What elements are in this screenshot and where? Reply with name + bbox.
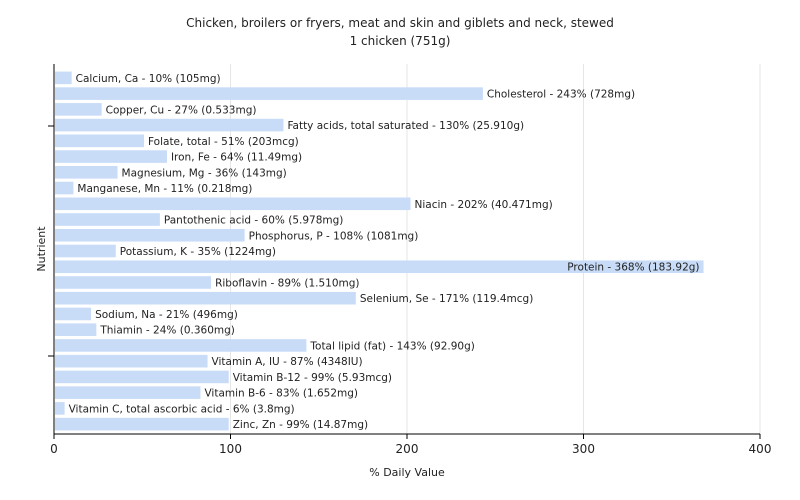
bar	[55, 228, 245, 242]
bar-label: Vitamin B-6 - 83% (1.652mg)	[204, 388, 358, 400]
bar-label: Zinc, Zn - 99% (14.87mg)	[233, 419, 368, 431]
bar	[55, 166, 118, 179]
bar-label: Iron, Fe - 64% (11.49mg)	[171, 152, 302, 164]
x-ticks: 0 100 200 300 400	[50, 434, 771, 456]
bar	[55, 386, 201, 399]
bar	[55, 134, 145, 148]
x-tick-label: 400	[749, 442, 772, 456]
bar	[55, 260, 704, 274]
x-tick-label: 0	[50, 442, 58, 456]
bar-label: Thiamin - 24% (0.360mg)	[99, 325, 235, 337]
bar	[55, 181, 74, 195]
chart-title: Chicken, broilers or fryers, meat and sk…	[186, 16, 614, 30]
bar	[55, 370, 229, 384]
bar	[55, 307, 92, 321]
bar-label: Manganese, Mn - 11% (0.218mg)	[77, 183, 252, 195]
bar-label: Riboflavin - 89% (1.510mg)	[215, 277, 359, 289]
bar-label: Protein - 368% (183.92g)	[567, 262, 699, 274]
bar	[55, 118, 284, 132]
bar-label: Fatty acids, total saturated - 130% (25.…	[287, 120, 524, 132]
bar-label: Niacin - 202% (40.471mg)	[415, 199, 553, 211]
bar-label: Cholesterol - 243% (728mg)	[487, 89, 635, 101]
bar-label: Vitamin C, total ascorbic acid - 6% (3.8…	[69, 403, 295, 415]
bar-label: Copper, Cu - 27% (0.533mg)	[106, 104, 257, 116]
bar	[55, 323, 97, 336]
bar-label: Sodium, Na - 21% (496mg)	[95, 309, 238, 321]
bar	[55, 150, 167, 163]
bar-label: Vitamin A, IU - 87% (4348IU)	[212, 356, 363, 368]
bar-label: Potassium, K - 35% (1224mg)	[120, 246, 276, 258]
bar	[55, 417, 229, 431]
bar	[55, 276, 212, 289]
bar-label: Pantothenic acid - 60% (5.978mg)	[164, 215, 343, 227]
bar	[55, 339, 307, 352]
bar-label: Calcium, Ca - 10% (105mg)	[76, 73, 221, 85]
bar	[55, 71, 72, 85]
bar	[55, 197, 411, 211]
grid-lines	[230, 64, 761, 434]
bar-label: Total lipid (fat) - 143% (92.90g)	[309, 340, 474, 352]
bar	[55, 213, 160, 226]
x-axis-title: % Daily Value	[369, 466, 445, 479]
bar-label: Vitamin B-12 - 99% (5.93mcg)	[233, 372, 392, 384]
bar-label: Phosphorus, P - 108% (1081mg)	[249, 230, 419, 242]
x-tick-label: 200	[396, 442, 419, 456]
x-tick-label: 300	[572, 442, 595, 456]
chart-subtitle: 1 chicken (751g)	[350, 34, 451, 48]
bar	[55, 291, 356, 305]
bars-group: Calcium, Ca - 10% (105mg) Cholesterol - 2…	[55, 71, 704, 431]
bar-label: Folate, total - 51% (203mcg)	[148, 136, 299, 148]
bar-label: Magnesium, Mg - 36% (143mg)	[122, 167, 287, 179]
bar	[55, 244, 116, 258]
bar	[55, 87, 483, 100]
bar	[55, 103, 102, 116]
bar	[55, 402, 65, 415]
bar-label: Selenium, Se - 171% (119.4mcg)	[360, 293, 534, 305]
bar	[55, 354, 208, 368]
y-axis-title: Nutrient	[35, 226, 48, 272]
x-tick-label: 100	[219, 442, 242, 456]
